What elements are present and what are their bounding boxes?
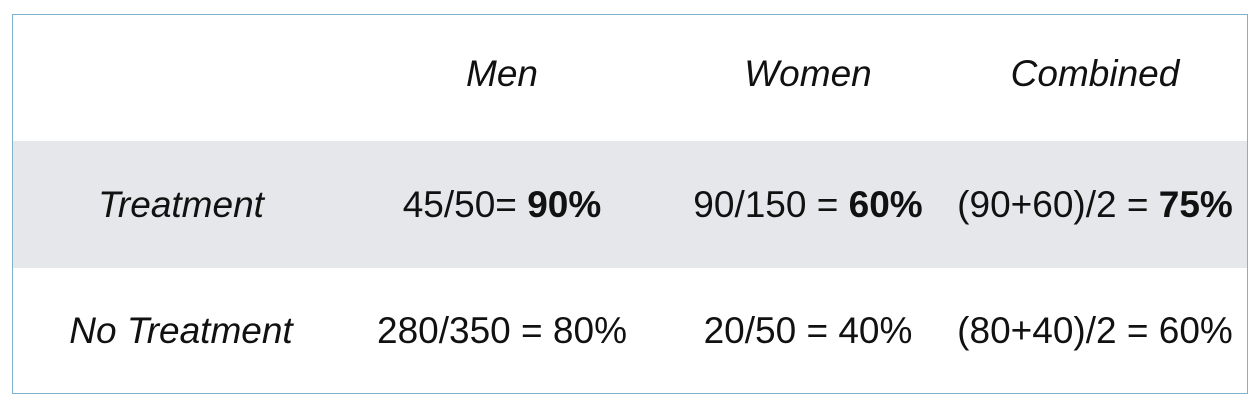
cell-no-treatment-women: 20/50 = 40% <box>703 310 913 351</box>
cell-text: 45/50= <box>402 183 528 225</box>
column-header-men-label: Men <box>466 53 538 94</box>
cell-no-treatment-men: 280/350 = 80% <box>377 310 627 351</box>
column-header-men: Men <box>339 15 665 141</box>
cell-bold-value: 60% <box>848 183 923 225</box>
header-corner-cell <box>13 15 339 141</box>
cell-text: (90+60)/2 = <box>957 183 1159 225</box>
cell-treatment-women: 90/150 = 60% <box>653 141 963 268</box>
cell-treatment-men: 45/50= 90% <box>339 141 665 268</box>
cell-no-treatment-combined: (80+40)/2 = 60% <box>957 310 1233 351</box>
cell-treatment-combined: (90+60)/2 = 75% <box>943 141 1247 268</box>
column-header-combined: Combined <box>943 15 1247 141</box>
column-header-women: Women <box>653 15 963 141</box>
row-label-no-treatment: No Treatment <box>69 310 293 351</box>
cell-text: 90/150 = <box>693 183 849 225</box>
cell-bold-value: 75% <box>1158 183 1233 225</box>
column-header-combined-label: Combined <box>1010 53 1180 94</box>
column-header-women-label: Women <box>744 53 872 94</box>
row-label-treatment: Treatment <box>98 183 264 225</box>
data-table: Men Women Combined Treatment 45/50= 90% … <box>12 14 1248 394</box>
table-row-no-treatment: No Treatment 280/350 = 80% 20/50 = 40% (… <box>13 268 1247 393</box>
cell-bold-value: 90% <box>527 183 602 225</box>
table-header-row: Men Women Combined <box>13 15 1247 141</box>
table-row-treatment: Treatment 45/50= 90% 90/150 = 60% (90+60… <box>13 141 1247 268</box>
